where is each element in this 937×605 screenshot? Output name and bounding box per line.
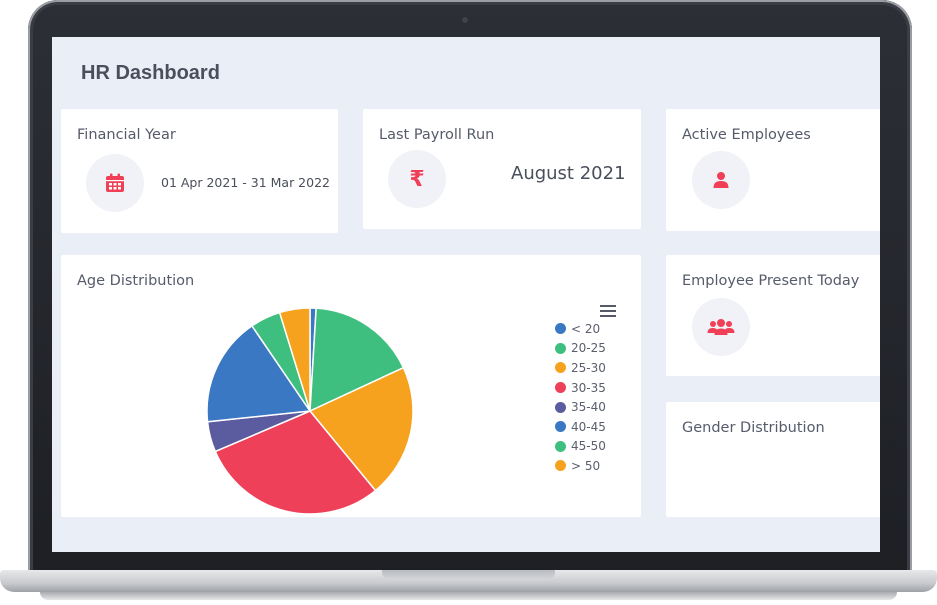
legend-label: 20-25 bbox=[571, 341, 606, 356]
legend-label: 30-35 bbox=[571, 380, 606, 395]
last-payroll-title: Last Payroll Run bbox=[379, 127, 495, 143]
legend-label: > 50 bbox=[571, 458, 601, 473]
legend-dot-icon bbox=[555, 323, 566, 335]
legend-dot-icon bbox=[555, 460, 566, 472]
gender-distribution-card: Gender Distribution bbox=[666, 402, 880, 517]
legend-dot-icon bbox=[555, 342, 566, 354]
pie-slice-1[interactable] bbox=[309, 307, 405, 413]
chart-legend: < 20 20-25 25-30 30-35 35-40 40-45 45-50 > 50 bbox=[555, 319, 606, 476]
legend-label: 40-45 bbox=[571, 419, 606, 434]
age-distribution-title: Age Distribution bbox=[77, 273, 195, 289]
present-today-title: Employee Present Today bbox=[682, 273, 860, 289]
legend-item[interactable]: 40-45 bbox=[555, 417, 606, 437]
pie-slice-5[interactable] bbox=[206, 324, 312, 423]
legend-item[interactable]: 25-30 bbox=[555, 358, 606, 378]
age-pie-chart bbox=[206, 307, 414, 515]
pie-slice-3[interactable] bbox=[214, 410, 377, 515]
legend-dot-icon bbox=[555, 421, 566, 433]
user-icon bbox=[692, 151, 750, 209]
legend-dot-icon bbox=[555, 382, 566, 394]
chart-menu-icon[interactable] bbox=[600, 305, 616, 318]
legend-item[interactable]: 35-40 bbox=[555, 397, 606, 417]
last-payroll-card: Last Payroll Run ₹ August 2021 bbox=[363, 109, 641, 229]
legend-dot-icon bbox=[555, 362, 566, 374]
legend-item[interactable]: 30-35 bbox=[555, 378, 606, 398]
legend-item[interactable]: 45-50 bbox=[555, 437, 606, 457]
last-payroll-value: August 2021 bbox=[511, 163, 626, 184]
pie-slice-7[interactable] bbox=[278, 307, 311, 412]
legend-item[interactable]: < 20 bbox=[555, 319, 606, 339]
financial-year-title: Financial Year bbox=[77, 127, 176, 143]
page-title: HR Dashboard bbox=[81, 62, 220, 84]
legend-label: 35-40 bbox=[571, 400, 606, 415]
active-employees-title: Active Employees bbox=[682, 127, 811, 143]
legend-dot-icon bbox=[555, 440, 566, 452]
legend-label: < 20 bbox=[571, 321, 601, 336]
gender-distribution-title: Gender Distribution bbox=[682, 420, 825, 436]
users-group-icon bbox=[692, 298, 750, 356]
legend-dot-icon bbox=[555, 401, 566, 413]
laptop-base bbox=[0, 570, 937, 592]
legend-label: 45-50 bbox=[571, 439, 606, 454]
present-today-card: Employee Present Today bbox=[666, 255, 880, 376]
pie-slice-2[interactable] bbox=[308, 366, 414, 492]
dashboard-screen: HR Dashboard Financial Year 01 Apr 2021 … bbox=[52, 37, 880, 552]
financial-year-range: 01 Apr 2021 - 31 Mar 2022 bbox=[161, 175, 330, 190]
laptop-notch bbox=[382, 570, 555, 580]
calendar-icon bbox=[86, 154, 144, 212]
active-employees-card: Active Employees bbox=[666, 109, 880, 231]
legend-label: 25-30 bbox=[571, 360, 606, 375]
rupee-icon: ₹ bbox=[388, 150, 446, 208]
laptop-shadow bbox=[40, 592, 897, 600]
legend-item[interactable]: > 50 bbox=[555, 456, 606, 476]
legend-item[interactable]: 20-25 bbox=[555, 339, 606, 359]
camera-icon bbox=[460, 15, 470, 25]
age-distribution-card: Age Distribution < 20 20-25 25-30 30-35 35-4… bbox=[61, 255, 641, 517]
financial-year-card: Financial Year 01 Apr 2021 - 31 Mar 2022 bbox=[61, 109, 338, 233]
